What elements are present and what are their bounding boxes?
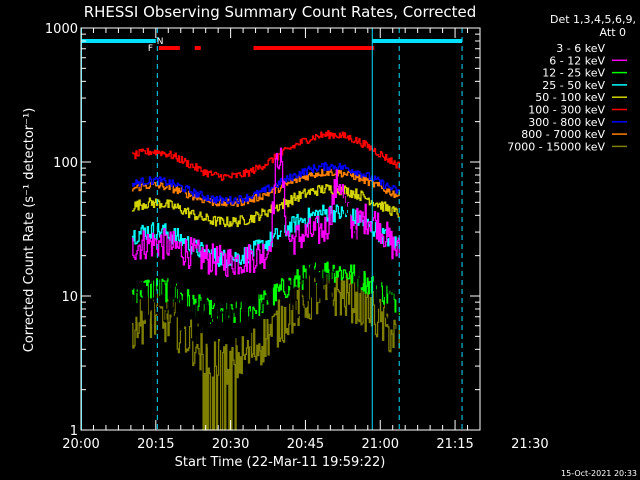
- flag-marker-f: F: [148, 44, 153, 54]
- x-tick-label: 20:15: [137, 437, 174, 452]
- x-tick-label: 20:00: [62, 437, 99, 452]
- legend-label: 6 - 12 keV: [549, 54, 605, 67]
- legend-label: 300 - 800 keV: [528, 116, 605, 129]
- legend-label: 7000 - 15000 keV: [507, 140, 605, 153]
- series-line-300-800kev: [131, 161, 400, 205]
- series-line-100-300kev: [131, 130, 400, 182]
- plot-area: FN: [80, 28, 463, 431]
- legend-header-line1: Det 1,3,4,5,6,9,: [550, 13, 636, 26]
- x-tick-label: 21:00: [362, 437, 399, 452]
- y-tick-label: 1: [70, 424, 78, 439]
- y-axis-label: Corrected Count Rate (s⁻¹ detector⁻¹): [22, 108, 37, 353]
- legend-header-line2: Att 0: [600, 26, 626, 39]
- flag-marker-n: N: [157, 37, 164, 47]
- x-tick-label: 21:30: [511, 437, 548, 452]
- series-line-3-6kev: [131, 194, 400, 350]
- legend-label: 12 - 25 keV: [542, 67, 605, 80]
- x-tick-label: 21:15: [436, 437, 473, 452]
- x-axis-label: Start Time (22-Mar-11 19:59:22): [175, 455, 386, 470]
- footer-date: 15-Oct-2021 20:33: [561, 469, 637, 478]
- legend-label: 100 - 300 keV: [528, 104, 605, 117]
- x-tick-label: 20:45: [287, 437, 324, 452]
- legend-label: 800 - 7000 keV: [521, 128, 605, 141]
- y-tick-label: 100: [53, 156, 78, 171]
- y-tick-label: 10: [61, 290, 78, 305]
- series-line-50-100kev: [131, 184, 400, 228]
- x-tick-label: 20:30: [212, 437, 249, 452]
- series-line-25-50kev: [131, 204, 400, 268]
- legend-label: 50 - 100 keV: [535, 91, 605, 104]
- legend-label: 3 - 6 keV: [556, 42, 605, 55]
- chart-title: RHESSI Observing Summary Count Rates, Co…: [84, 3, 477, 21]
- legend-label: 25 - 50 keV: [542, 79, 605, 92]
- y-tick-label: 1000: [45, 22, 78, 37]
- axes: 1 10 100 1000 20:00 20:15 20:30 20:45 21:00 21:15…: [45, 22, 549, 452]
